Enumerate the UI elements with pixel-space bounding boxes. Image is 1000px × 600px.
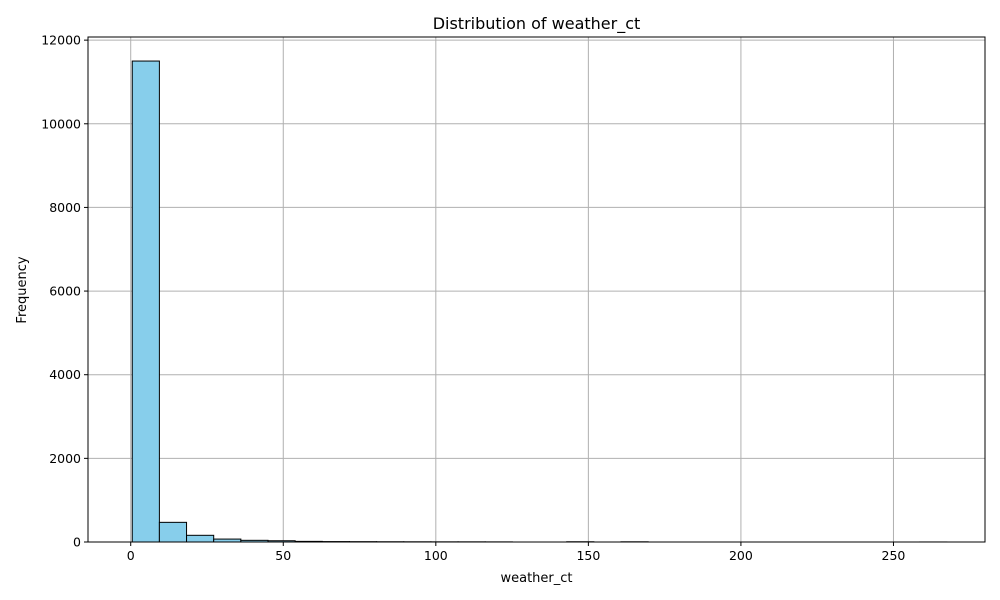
y-tick-label: 6000 <box>49 284 81 299</box>
plot-frame <box>87 36 986 543</box>
x-axis-title: weather_ct <box>500 571 572 586</box>
y-tick-label: 8000 <box>49 200 81 215</box>
x-tick-label: 100 <box>424 548 448 563</box>
chart-title: Distribution of weather_ct <box>433 14 641 34</box>
histogram-bar <box>131 60 160 543</box>
histogram-bar <box>186 534 215 543</box>
x-tick-label: 50 <box>275 548 291 563</box>
x-tick-label: 150 <box>576 548 600 563</box>
y-tick-label: 0 <box>73 535 81 550</box>
x-axis: 0 50 100 150 200 250 <box>127 542 906 563</box>
grid <box>88 37 985 543</box>
x-tick-label: 0 <box>127 548 135 563</box>
x-tick-label: 250 <box>882 548 906 563</box>
histogram-bar <box>158 521 188 543</box>
y-axis: 0 2000 4000 6000 8000 10000 12000 <box>41 33 88 550</box>
bars <box>131 60 948 543</box>
y-tick-label: 2000 <box>49 451 81 466</box>
y-tick-label: 4000 <box>49 367 81 382</box>
x-tick-label: 200 <box>729 548 753 563</box>
y-axis-title: Frequency <box>15 256 30 323</box>
y-tick-label: 12000 <box>41 33 81 48</box>
y-tick-label: 10000 <box>41 116 81 131</box>
